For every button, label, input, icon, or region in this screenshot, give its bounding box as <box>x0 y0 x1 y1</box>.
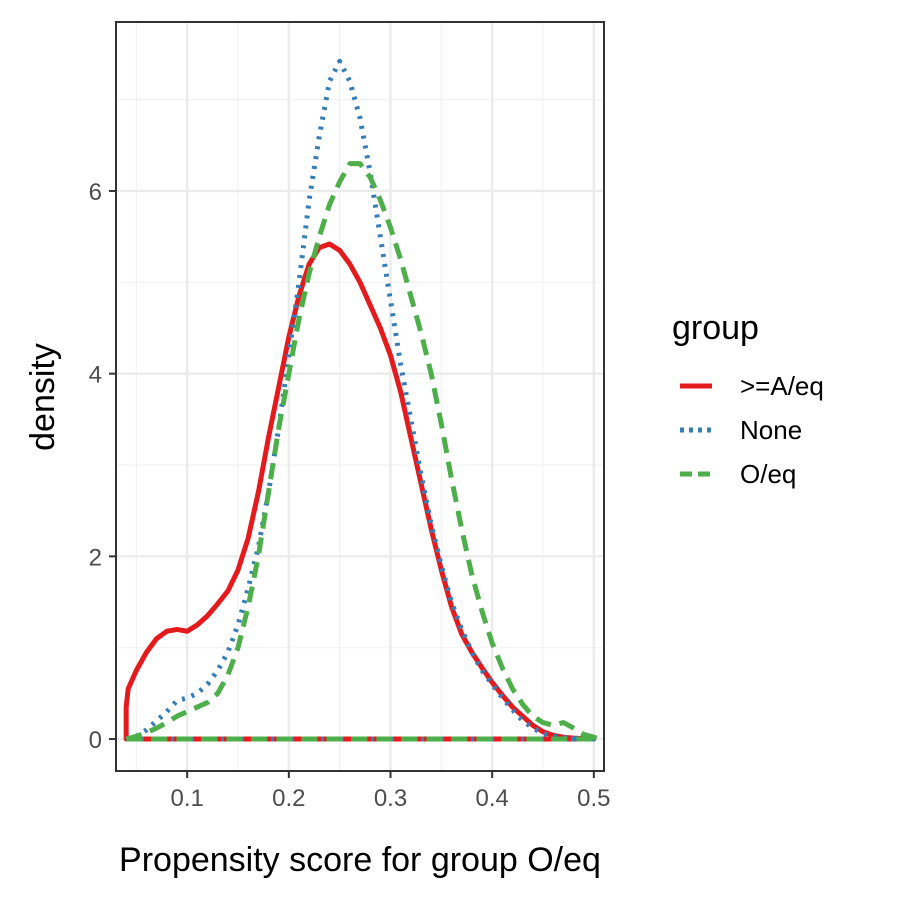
series-line-3 <box>123 161 602 742</box>
x-tick-label: 0.4 <box>475 785 508 812</box>
legend-title: group <box>672 309 759 347</box>
x-tick-label: 0.5 <box>577 785 610 812</box>
legend-label-3: O/eq <box>740 459 796 489</box>
y-tick-label: 4 <box>89 362 102 389</box>
x-tick-label: 0.3 <box>374 785 407 812</box>
x-tick-label: 0.2 <box>272 785 305 812</box>
axis-ticks: 0.1 0.2 0.3 0.4 0.5 0 2 4 6 <box>89 179 611 812</box>
y-tick-label: 6 <box>89 179 102 206</box>
y-axis-title: density <box>24 343 62 451</box>
legend: group >=A/eq None O/eq <box>672 309 824 489</box>
legend-label-2: None <box>740 415 802 445</box>
legend-label-1: >=A/eq <box>740 371 824 401</box>
panel-border <box>115 21 605 772</box>
x-axis-title: Propensity score for group O/eq <box>119 841 601 879</box>
series-lines <box>123 58 602 742</box>
x-tick-label: 0.1 <box>170 785 203 812</box>
y-tick-label: 2 <box>89 544 102 571</box>
y-tick-label: 0 <box>89 727 102 754</box>
series-line-1 <box>123 241 597 742</box>
